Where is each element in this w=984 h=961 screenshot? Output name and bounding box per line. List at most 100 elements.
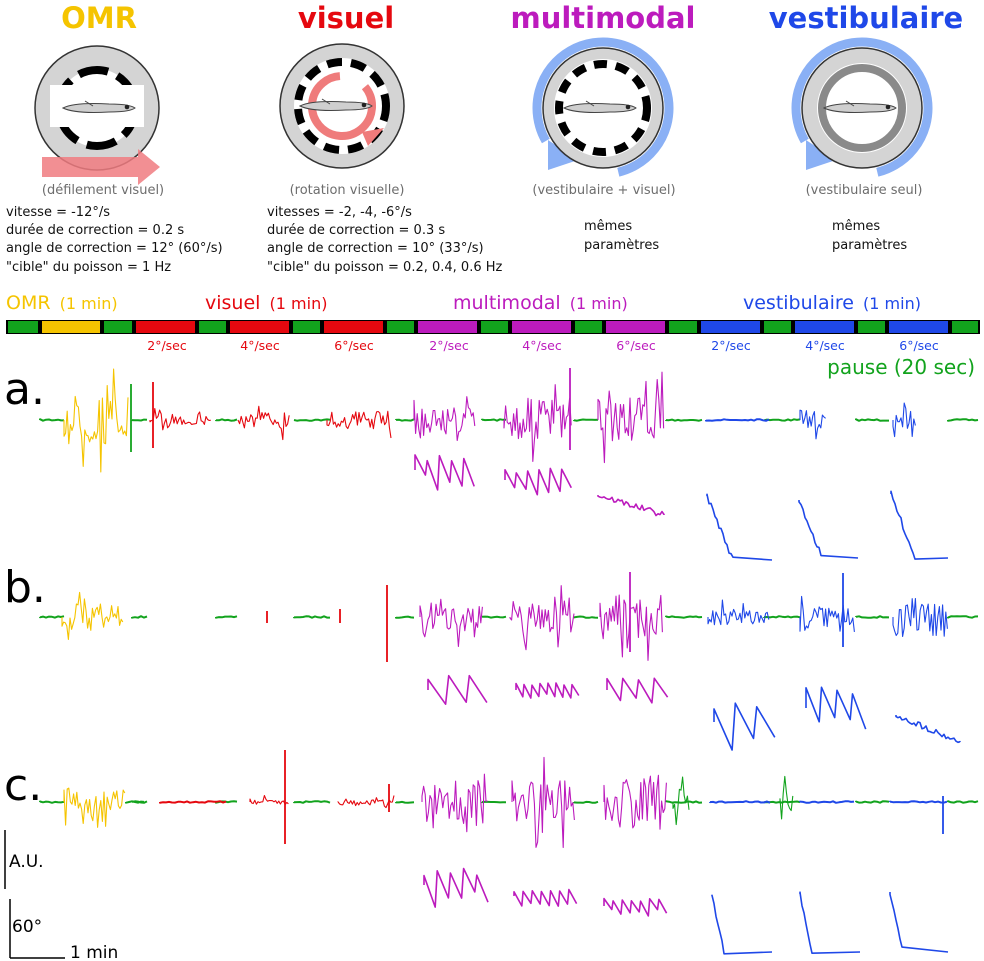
row-label-a: a. <box>4 364 45 415</box>
timeline-segment-multimodal <box>606 321 665 333</box>
timeline-segment-vestibulaire <box>889 321 948 333</box>
row-a-visuel-2-trace <box>149 408 211 431</box>
row-c-pause-trace <box>947 800 979 804</box>
row-b-pause-trace <box>131 615 148 619</box>
stim-label-omr: OMR (1 min) <box>6 292 118 314</box>
row-a-multi-2-angle <box>414 454 475 491</box>
fish-rotating-platform-grating-icon <box>532 37 674 179</box>
omr-param-1: vitesse = -12°/s <box>6 205 110 220</box>
row-a-omr-trace <box>63 368 129 473</box>
multimodal-param-1: mêmes <box>584 219 632 234</box>
row-c-pause-burst <box>672 776 690 826</box>
multimodal-caption: (vestibulaire + visuel) <box>532 183 675 198</box>
row-b-vest-4-angle <box>805 686 867 730</box>
row-b-vest-2-trace <box>707 599 770 626</box>
row-b-multi-4-trace <box>509 585 575 651</box>
speed-label-visuel-2: 2°/sec <box>147 338 187 353</box>
vestibulaire-title: vestibulaire <box>769 1 963 35</box>
row-b-omr-trace <box>61 591 124 640</box>
row-a-pause-trace <box>39 418 64 422</box>
row-a-visuel-4-trace <box>237 405 290 441</box>
row-b-vest-2-angle <box>713 702 776 751</box>
protocol-timeline: OMR (1 min) visuel (1 min) multimodal (1… <box>6 292 980 379</box>
visuel-caption: (rotation visuelle) <box>290 183 405 198</box>
visuel-param-3: angle de correction = 10° (33°/s) <box>267 241 484 256</box>
row-b-pause-trace <box>39 615 65 619</box>
row-c-vest-4-angle <box>799 891 861 954</box>
row-c-pause-trace <box>395 800 415 804</box>
timeline-segment-pause <box>8 321 38 333</box>
timeline-segment-multimodal <box>418 321 477 333</box>
visuel-param-4: "cible" du poisson = 0.2, 0.4, 0.6 Hz <box>267 260 503 275</box>
row-a-multi-6-trace <box>597 371 665 464</box>
row-c-multi-2-angle <box>423 867 489 908</box>
timeline-segment-pause <box>952 321 978 333</box>
row-b-multi-6-angle <box>606 677 669 704</box>
vestibulaire-param-1: mêmes <box>832 219 880 234</box>
row-c-pause-trace <box>665 800 703 804</box>
timeline-segment-pause <box>481 321 508 333</box>
row-b-multi-4-angle <box>515 682 580 699</box>
omr-title: OMR <box>61 1 137 35</box>
row-c-visuel-4-trace <box>249 794 289 806</box>
row-c-visuel-2-trace <box>159 800 227 804</box>
row-a-pause-trace <box>395 418 415 422</box>
visuel-param-1: vitesses = -2, -4, -6°/s <box>267 205 412 220</box>
row-c-pause-trace <box>573 800 599 804</box>
speed-label-visuel-4: 4°/sec <box>240 338 280 353</box>
timeline-segment-pause <box>858 321 885 333</box>
timeline-segments <box>8 321 978 333</box>
timeline-segment-pause <box>104 321 132 333</box>
row-b-pause-trace <box>763 615 801 619</box>
row-a-pause-trace <box>573 418 599 422</box>
row-a-pause-trace <box>855 418 889 422</box>
row-a-pause-trace <box>293 418 331 422</box>
row-c-multi-6-trace <box>603 774 667 830</box>
row-b-pause-trace <box>215 615 238 619</box>
scale-bars: A.U. 60° 1 min <box>4 830 118 961</box>
row-b-pause-trace <box>665 615 703 619</box>
row-a-pause-trace <box>215 418 238 422</box>
row-b-multi-6-trace <box>599 594 663 661</box>
omr-caption: (défilement visuel) <box>42 183 164 198</box>
time-scale-label: 1 min <box>70 943 118 961</box>
speed-label-vestibulaire-2: 2°/sec <box>711 338 751 353</box>
row-c-visuel-6-trace <box>337 795 395 809</box>
multimodal-title: multimodal <box>510 1 695 35</box>
row-c-vest-6-angle <box>889 892 949 953</box>
timeline-segment-pause <box>199 321 226 333</box>
row-b-pause-trace <box>947 615 979 619</box>
row-a-pause-trace <box>665 418 703 422</box>
angle-scale-label: 60° <box>12 917 42 937</box>
row-c-multi-4-trace <box>511 756 575 849</box>
omr-param-3: angle de correction = 12° (60°/s) <box>6 241 223 256</box>
row-b-vest-6-trace <box>892 597 948 638</box>
row-c-multi-6-angle <box>603 897 668 917</box>
row-a-vest-2-angle <box>706 493 773 561</box>
row-c-pause-trace <box>855 800 890 804</box>
row-b-multi-2-trace <box>419 598 483 648</box>
timeline-segment-pause <box>293 321 320 333</box>
stim-label-vestibulaire: vestibulaire (1 min) <box>743 292 921 314</box>
row-a-visuel-6-trace <box>326 410 392 439</box>
row-c-pause-trace <box>125 800 145 804</box>
fish-rotating-grating-icon <box>279 43 405 169</box>
timeline-segment-pause <box>764 321 791 333</box>
omr-param-4: "cible" du poisson = 1 Hz <box>6 260 171 275</box>
timeline-segment-vestibulaire <box>701 321 760 333</box>
row-a-multi-4-trace <box>503 384 572 462</box>
vestibulaire-panel: vestibulaire (vestibulaire seul) mêmes p… <box>769 1 963 253</box>
speed-label-visuel-6: 6°/sec <box>334 338 374 353</box>
amplitude-scale-label: A.U. <box>9 852 44 872</box>
row-a-vest-4-trace <box>799 409 826 440</box>
multimodal-panel: multimodal (vestibulaire + visuel) mêmes… <box>510 1 695 253</box>
row-c-vest-2-trace <box>709 800 771 804</box>
row-c-vest-6-trace <box>889 800 948 804</box>
timeline-segment-omr <box>42 321 100 333</box>
vestibulaire-param-2: paramètres <box>832 238 907 253</box>
row-b-pause-trace <box>293 615 330 619</box>
timeline-segment-pause <box>387 321 414 333</box>
speed-label-multimodal-6: 6°/sec <box>616 338 656 353</box>
row-b-pause-trace <box>395 615 415 619</box>
row-c-pause-burst-2 <box>779 775 794 820</box>
